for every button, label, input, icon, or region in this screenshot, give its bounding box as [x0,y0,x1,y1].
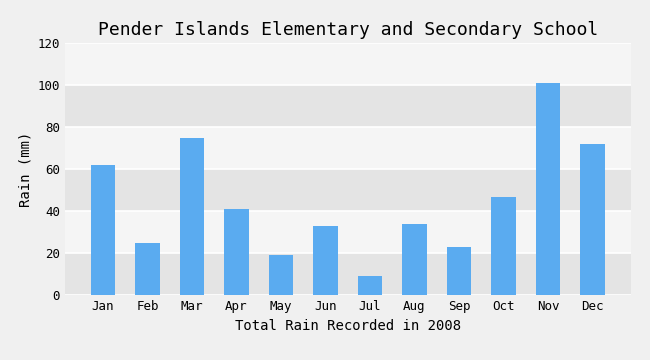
Bar [65,85,630,127]
Bar [65,169,630,211]
Bar [313,226,338,295]
Title: Pender Islands Elementary and Secondary School: Pender Islands Elementary and Secondary … [98,21,598,39]
Bar [135,243,160,295]
Bar [179,138,204,295]
Y-axis label: Rain (mm): Rain (mm) [18,131,32,207]
Bar [491,197,516,295]
Bar [358,276,382,295]
Bar [447,247,471,295]
Bar [224,209,249,295]
Bar [65,43,630,85]
Bar [91,165,115,295]
Bar [580,144,605,295]
X-axis label: Total Rain Recorded in 2008: Total Rain Recorded in 2008 [235,319,461,333]
Bar [268,255,293,295]
Bar [65,127,630,169]
Bar [65,253,630,295]
Bar [65,211,630,253]
Bar [536,83,560,295]
Bar [402,224,427,295]
